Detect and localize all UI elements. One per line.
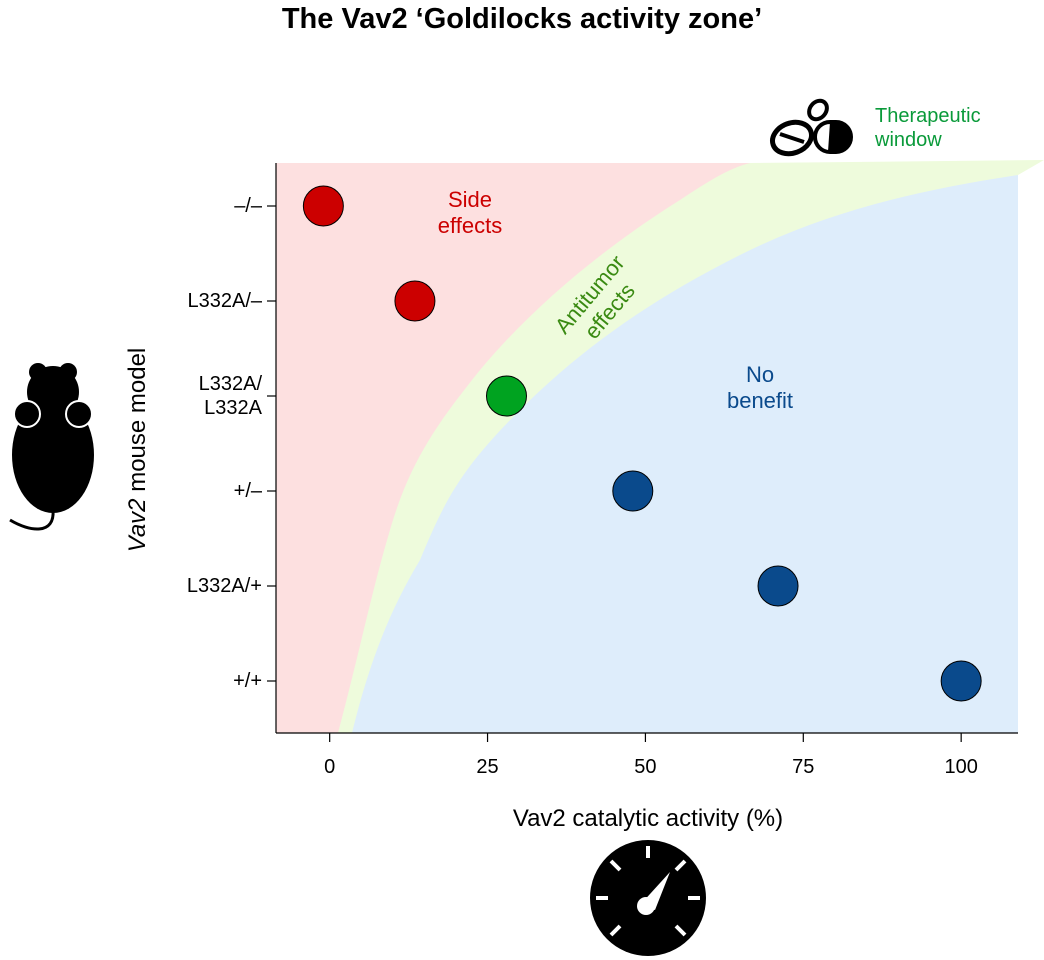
y-tick-label: +/–: [233, 480, 262, 502]
annotation-side-effects: Side effects: [437, 187, 503, 238]
annotation-no-benefit: No benefit: [726, 362, 794, 413]
mouse-icon: [9, 363, 94, 531]
x-axis-label: Vav2 catalytic activity (%): [513, 805, 783, 832]
x-tick-label: 100: [944, 756, 977, 778]
x-tick-label: 50: [634, 756, 656, 778]
pills-icon: [770, 98, 853, 157]
y-tick-label: L332A/–: [187, 290, 262, 312]
x-tick-label: 0: [324, 756, 335, 778]
chart-title: The Vav2 ‘Goldilocks activity zone’: [282, 3, 762, 35]
no-benefit-zone: [352, 175, 1018, 733]
gauge-icon: [590, 840, 706, 956]
x-tick-label: 25: [476, 756, 498, 778]
y-axis-label: Vav2 mouse model: [124, 348, 151, 553]
y-tick-label: +/+: [233, 670, 262, 692]
annotation-therapeutic-window: Therapeutic window: [875, 105, 981, 151]
point: [757, 565, 799, 607]
point: [940, 660, 982, 702]
y-tick-label: –/–: [234, 195, 262, 217]
point: [612, 470, 654, 512]
point: [394, 280, 436, 322]
point: [485, 375, 527, 417]
y-tick-label: L332A/+: [186, 575, 262, 597]
x-tick-label: 75: [792, 756, 814, 778]
point: [302, 185, 344, 227]
y-tick-label: L332A/ L332A: [198, 373, 262, 419]
